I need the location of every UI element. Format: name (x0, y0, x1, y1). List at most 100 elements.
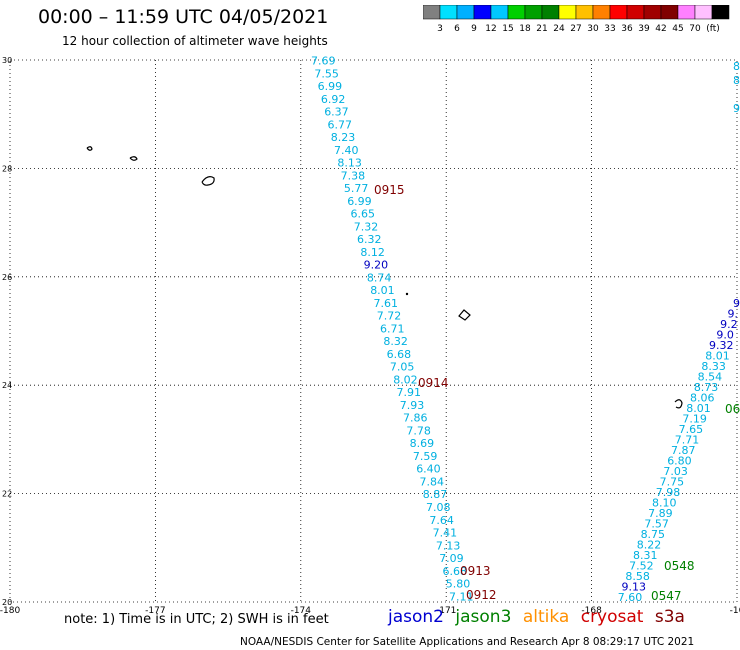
lat-tick-label: 28 (2, 164, 12, 173)
track-b-value: 6.80 (667, 455, 692, 468)
track-b-value: 8.33 (701, 360, 726, 373)
track-a-value: 7.59 (413, 450, 438, 463)
track-b-value: 7.52 (629, 560, 654, 573)
track-a-value: 6.99 (318, 80, 343, 93)
track-a-value: 7.08 (426, 501, 451, 514)
track-a-value: 7.40 (334, 144, 359, 157)
track-a-value: 8.01 (370, 284, 395, 297)
scale-swatch (711, 5, 730, 20)
scale-label: 36 (621, 24, 633, 34)
track-b-value: 7.19 (682, 413, 707, 426)
lon-tick-label: -174 (291, 606, 312, 616)
island-outline (129, 156, 138, 161)
scale-label: 21 (536, 24, 547, 34)
lat-tick-label: 22 (2, 490, 12, 499)
track-b-value: 7.03 (663, 465, 688, 478)
track-a-value: 9.20 (364, 259, 389, 272)
legend-cryosat: cryosat (580, 607, 644, 627)
track-b-value: 7.60 (618, 591, 643, 604)
footer-credit: NOAA/NESDIS Center for Satellite Applica… (240, 636, 695, 648)
page-title: 00:00 – 11:59 UTC 04/05/2021 (38, 6, 329, 28)
scale-label: 42 (655, 24, 666, 34)
track-a-value: 6.65 (350, 208, 375, 221)
color-scale: 3 6 9 12 15 18 21 24 27 30 33 36 39 42 45 70 (ft) (423, 5, 730, 34)
track-a-value: 7.38 (341, 169, 366, 182)
track-a-value: 6.99 (347, 195, 372, 208)
track-a-value: 8.23 (331, 131, 356, 144)
lon-tick-label: -168 (581, 606, 602, 616)
track-b-value: 8.10 (652, 497, 677, 510)
scale-label: 30 (587, 24, 599, 34)
track-a-value: 8.74 (367, 271, 392, 284)
track-b-value: 8.31 (633, 549, 658, 562)
track-b-value: 9.0 (716, 329, 734, 342)
track-a-value: 6.68 (387, 348, 412, 361)
legend-s3a: s3a (654, 607, 685, 627)
track-b-value: 9.13 (622, 581, 647, 594)
island-outline (674, 399, 683, 409)
legend-jason2: jason2 (388, 607, 444, 627)
lon-tick-label: -177 (145, 606, 165, 616)
track-b-value: 7.57 (644, 518, 669, 531)
track-b-value: 9.2 (720, 318, 738, 331)
time-label: 0913 (460, 564, 491, 578)
track-b-value: 9 (733, 297, 740, 310)
track-a-value: 7.32 (354, 220, 379, 233)
track-b-value: 7.75 (660, 476, 685, 489)
track-b-value: 8.22 (637, 539, 662, 552)
time-label: 0548 (664, 559, 695, 573)
scale-label: 39 (638, 24, 650, 34)
track-b-value: 9.32 (709, 339, 734, 352)
track-a-value: 7.09 (439, 552, 464, 565)
track-a-value: 6.32 (357, 233, 382, 246)
track-a-value: 6.68 (442, 565, 467, 578)
lat-tick-label: 24 (2, 381, 12, 390)
track-b-value: 7.98 (656, 486, 681, 499)
track-b-value: 9. (727, 308, 738, 321)
track-a-value: 8.12 (360, 246, 385, 259)
track-a-value: 7.72 (377, 310, 402, 323)
plot-frame (9, 59, 738, 603)
lon-tick-label: -180 (0, 606, 20, 616)
time-label: 0915 (374, 183, 405, 197)
track-a-value: 7.61 (373, 297, 398, 310)
track-a-value: 6.92 (321, 93, 346, 106)
scale-label: 12 (485, 24, 496, 34)
track-b-value: 8.01 (705, 350, 730, 363)
track-a-value: 7.84 (419, 475, 444, 488)
lon-tick-label: -16 (730, 606, 740, 616)
track-a-value: 5.80 (446, 578, 471, 591)
scale-label: 70 (689, 24, 701, 34)
track-a-value: 8.69 (410, 437, 435, 450)
scale-label: 18 (519, 24, 531, 34)
track-b-value: 7.65 (679, 423, 704, 436)
track-a-value: 7.55 (314, 67, 339, 80)
track-a-value: 8.87 (423, 488, 448, 501)
track-a-value: 7.13 (436, 539, 461, 552)
time-label: 0914 (418, 376, 449, 390)
scale-label: 33 (604, 24, 615, 34)
scale-label: 9 (471, 24, 477, 34)
track-b-value: 7.89 (648, 507, 673, 520)
track-a-value: 7.41 (433, 527, 458, 540)
lat-tick-label: 30 (2, 56, 12, 65)
scale-label: 45 (672, 24, 683, 34)
track-a-value: 7.86 (403, 412, 428, 425)
track-a-value: 6.71 (380, 322, 405, 335)
page-subtitle: 12 hour collection of altimeter wave hei… (62, 34, 328, 48)
scale-unit: (ft) (706, 24, 720, 34)
track-b-value: 7.71 (675, 434, 700, 447)
track-a-value: 7.93 (400, 399, 425, 412)
scale-label: 24 (553, 24, 565, 34)
island-dot (405, 292, 409, 296)
track-b-value: 8.06 (690, 392, 715, 405)
time-label: 0547 (651, 589, 682, 603)
track-a-value: 7.64 (429, 514, 454, 527)
scale-label: 27 (570, 24, 581, 34)
track-a-value: 5.77 (344, 182, 369, 195)
track-c-value: 8 (733, 60, 740, 73)
track-a-value: 7.05 (390, 361, 415, 374)
island-outline (201, 176, 215, 186)
track-c-value: 9 (733, 102, 740, 115)
